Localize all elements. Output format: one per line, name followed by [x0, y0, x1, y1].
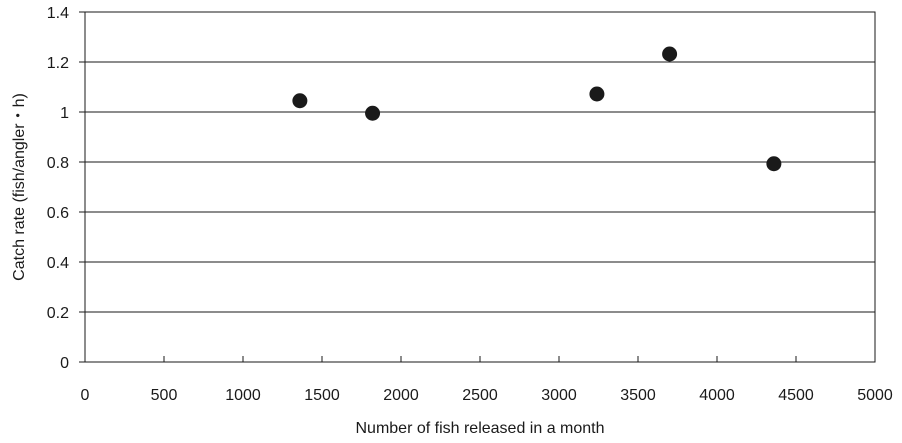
x-tick-label: 2000	[383, 387, 419, 404]
x-tick-label: 0	[81, 387, 90, 404]
x-tick-label: 1500	[304, 387, 340, 404]
y-axis-title: Catch rate (fish/angler・h)	[11, 93, 28, 281]
grid-lines	[85, 11, 875, 313]
x-tick-label: 1000	[225, 387, 261, 404]
x-tick-label: 4500	[778, 387, 814, 404]
y-tick-label: 1	[60, 105, 69, 122]
x-tick-label: 500	[151, 387, 178, 404]
x-tick-label: 2500	[462, 387, 498, 404]
y-tick-label: 1.2	[47, 55, 69, 72]
y-tick-label: 0.6	[47, 205, 69, 222]
data-point	[365, 105, 381, 121]
y-tick-label: 0.8	[47, 155, 69, 172]
x-tick-label: 4000	[699, 387, 735, 404]
x-tick-label: 5000	[857, 387, 893, 404]
plot-frame	[84, 11, 876, 363]
y-tick-labels: 0 0.2 0.4 0.6 0.8 1 1.2 1.4	[47, 5, 69, 372]
data-point	[766, 156, 782, 172]
data-points	[292, 46, 782, 172]
x-tick-label: 3000	[541, 387, 577, 404]
data-point	[662, 46, 678, 62]
y-tick-label: 0.2	[47, 305, 69, 322]
y-tick-label: 0.4	[47, 255, 69, 272]
x-tick-labels: 0 500 1000 1500 2000 2500 3000 3500 4000 4500 5000	[81, 387, 893, 404]
x-axis-title: Number of fish released in a month	[355, 420, 604, 437]
y-tick-label: 0	[60, 355, 69, 372]
data-point	[292, 93, 308, 109]
axes	[79, 11, 876, 363]
data-point	[589, 86, 605, 102]
x-tick-label: 3500	[620, 387, 656, 404]
y-tick-label: 1.4	[47, 5, 69, 22]
